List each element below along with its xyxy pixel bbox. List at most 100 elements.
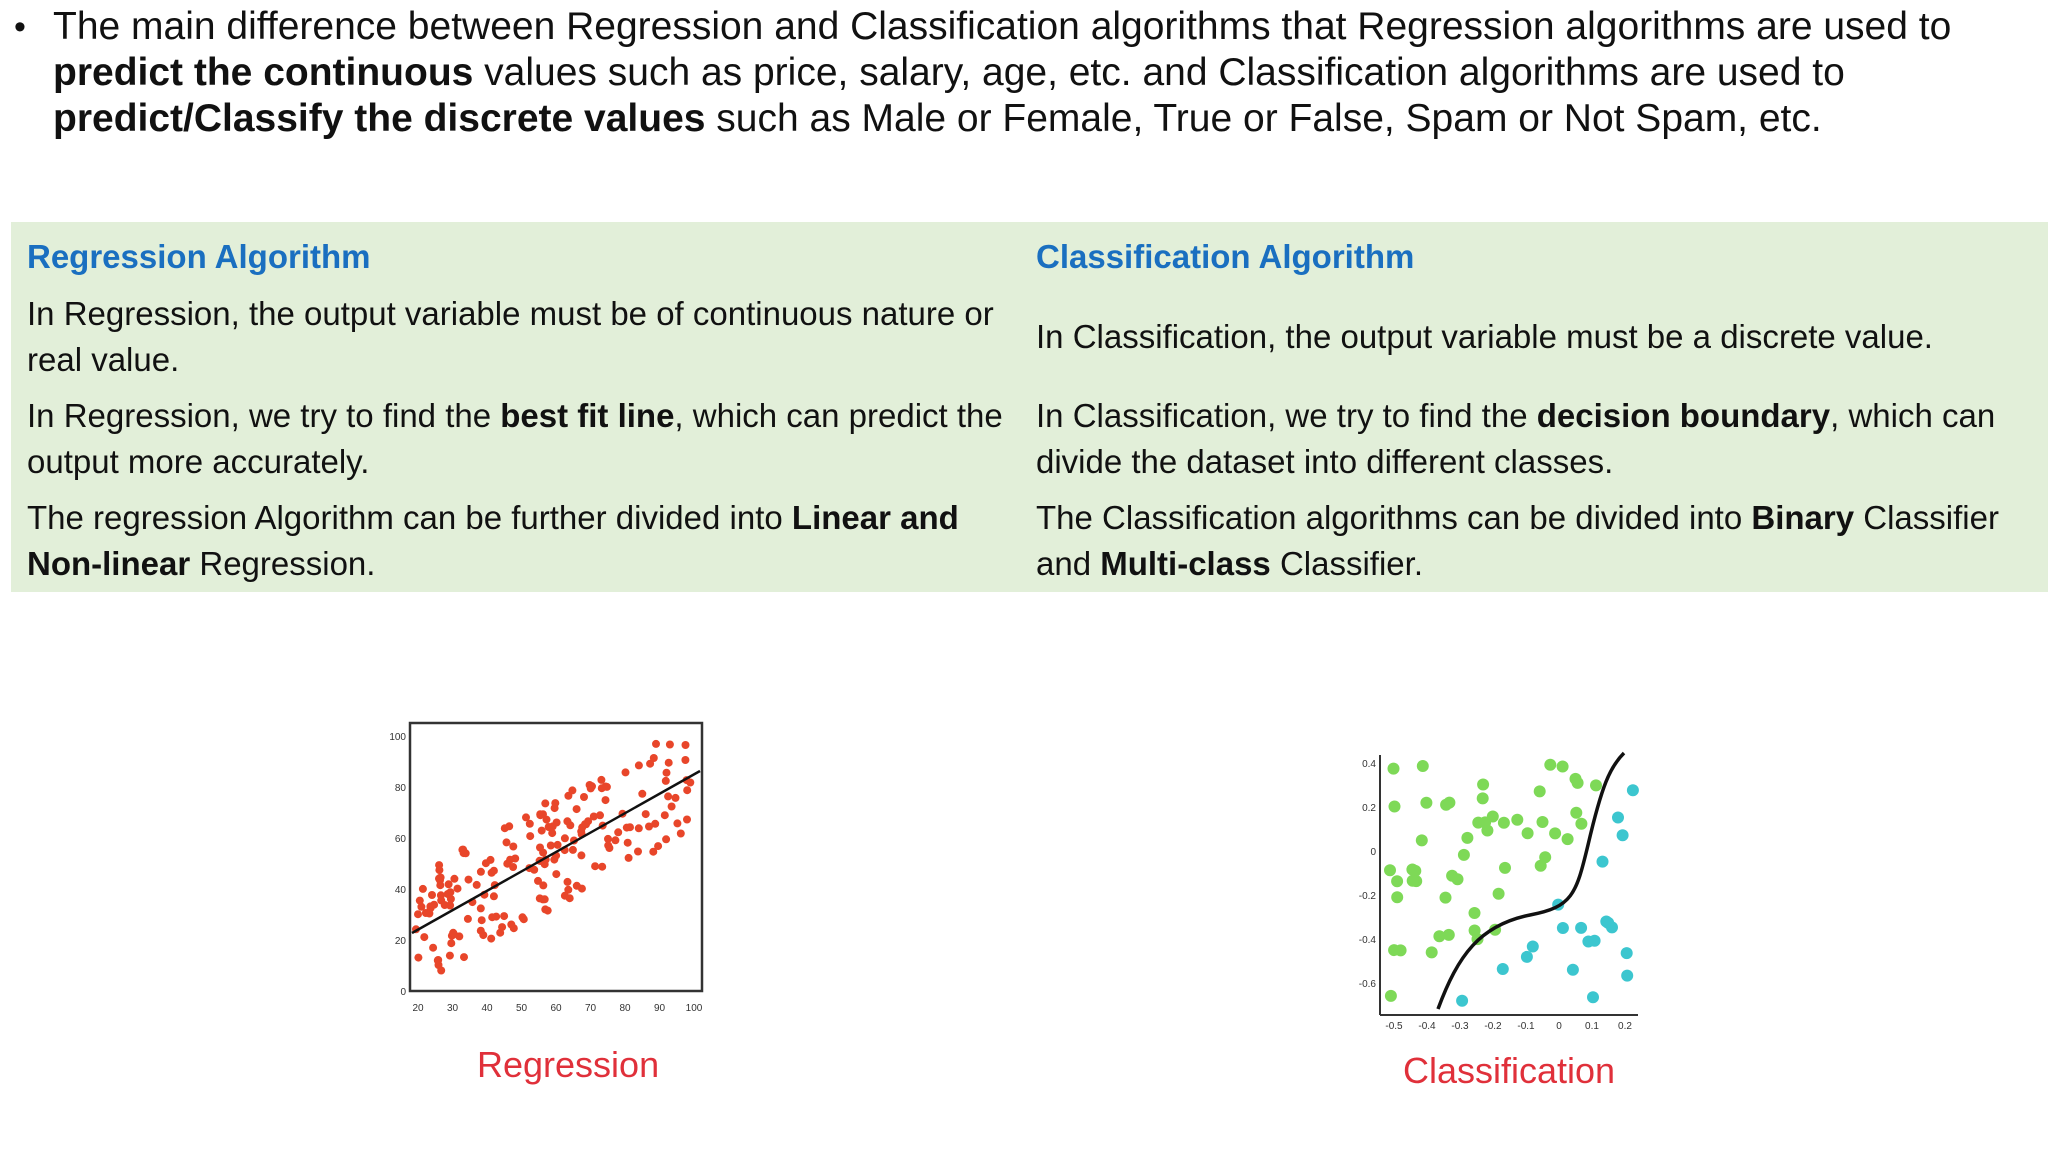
data-point — [1406, 874, 1419, 887]
x-tick-label: 80 — [619, 1003, 631, 1014]
data-point — [1556, 760, 1569, 773]
data-point — [604, 841, 613, 850]
data-point — [661, 776, 670, 785]
data-point — [509, 863, 518, 871]
data-point — [673, 819, 682, 828]
x-tick-label: -0.1 — [1517, 1021, 1535, 1032]
data-point — [449, 928, 458, 937]
data-point — [522, 813, 530, 822]
data-point — [463, 914, 472, 923]
data-point — [536, 811, 545, 820]
data-point — [489, 892, 498, 901]
x-tick-label: 60 — [550, 1003, 562, 1014]
data-point — [1612, 811, 1624, 824]
data-point — [671, 793, 680, 802]
data-point — [681, 741, 690, 749]
comparison-table: Regression Algorithm Classification Algo… — [11, 222, 2048, 592]
data-point — [553, 840, 562, 849]
bullet-line-1: The main difference between Regression a… — [53, 4, 2014, 50]
data-point — [1451, 873, 1464, 886]
data-point — [1406, 863, 1419, 876]
data-point — [577, 851, 586, 860]
data-point — [683, 786, 692, 795]
data-point — [596, 811, 604, 820]
data-point — [1420, 796, 1433, 809]
y-tick-label: -0.6 — [1359, 979, 1377, 990]
data-point — [525, 819, 534, 828]
bullet-bold: predict/Classify the discrete values — [53, 97, 706, 140]
data-point — [1443, 796, 1456, 809]
data-point — [1536, 816, 1549, 828]
data-point — [641, 810, 650, 819]
data-point — [541, 799, 550, 808]
cell-bold: Multi-class — [1100, 545, 1271, 582]
data-point — [496, 928, 505, 937]
data-point — [428, 891, 436, 899]
data-point — [585, 781, 594, 789]
data-point — [660, 811, 669, 820]
data-point — [1476, 792, 1489, 805]
data-point — [683, 815, 691, 824]
header-classification: Classification Algorithm — [1036, 238, 1415, 275]
cell-text: Regression. — [190, 545, 376, 582]
x-tick-label: 50 — [516, 1003, 528, 1014]
data-point — [664, 792, 673, 801]
data-point — [476, 926, 485, 935]
table-row: In Regression, we try to find the best f… — [11, 388, 2048, 490]
data-point — [584, 817, 593, 826]
data-point — [623, 838, 632, 847]
data-point — [646, 759, 655, 768]
data-point — [1496, 963, 1509, 975]
data-point — [1561, 833, 1574, 846]
data-point — [563, 877, 572, 886]
data-point — [1544, 758, 1557, 771]
cell-text: , which can predict the output more accu… — [27, 397, 1003, 480]
data-point — [433, 956, 442, 965]
data-point — [435, 874, 443, 883]
data-point — [548, 822, 557, 831]
data-point — [601, 796, 610, 805]
data-point — [506, 855, 515, 864]
data-point — [1520, 950, 1533, 963]
data-point — [436, 881, 445, 890]
y-tick-label: 0.4 — [1362, 759, 1376, 770]
data-point — [417, 902, 426, 911]
data-point — [662, 835, 671, 844]
data-point — [1521, 827, 1534, 840]
data-point — [464, 875, 473, 884]
intro-bullet: • The main difference between Regression… — [14, 4, 2014, 142]
x-tick-labels: 20 30 40 50 60 70 80 90 100 — [412, 1003, 702, 1014]
header-regression: Regression Algorithm — [27, 238, 371, 275]
data-point — [560, 891, 569, 900]
data-point — [459, 845, 468, 854]
x-tick-label: -0.3 — [1451, 1021, 1469, 1032]
data-point — [537, 826, 546, 835]
y-tick-label: 80 — [395, 783, 407, 794]
data-point — [1425, 946, 1438, 959]
y-tick-labels: 0.4 0.2 0 -0.2 -0.4 -0.6 — [1359, 759, 1377, 990]
data-point — [681, 756, 690, 764]
x-tick-label: 0.2 — [1618, 1021, 1632, 1032]
data-point — [1526, 940, 1539, 953]
data-point — [414, 910, 422, 919]
data-point — [420, 933, 429, 942]
data-point — [1539, 851, 1552, 864]
data-point — [563, 817, 572, 826]
data-point — [534, 876, 542, 885]
data-point — [645, 822, 653, 831]
data-point — [415, 896, 424, 905]
data-point — [1571, 776, 1584, 789]
data-point — [489, 866, 498, 875]
data-point — [500, 912, 509, 921]
cell-text: In Classification, the output variable m… — [1036, 318, 1933, 355]
data-point — [602, 782, 611, 791]
cell-text: In Regression, the output variable must … — [27, 295, 994, 378]
data-point — [1394, 944, 1407, 957]
x-tick-label: 100 — [686, 1003, 703, 1014]
y-tick-label: 20 — [395, 936, 407, 947]
classification-scatter-plot: 0.4 0.2 0 -0.2 -0.4 -0.6 -0.5 -0.4 -0.3 -0.2 -0.1… — [1359, 751, 1639, 1032]
y-tick-label: 0.2 — [1362, 803, 1376, 814]
data-point — [548, 829, 557, 838]
data-point — [1461, 831, 1474, 844]
data-point — [622, 823, 631, 832]
